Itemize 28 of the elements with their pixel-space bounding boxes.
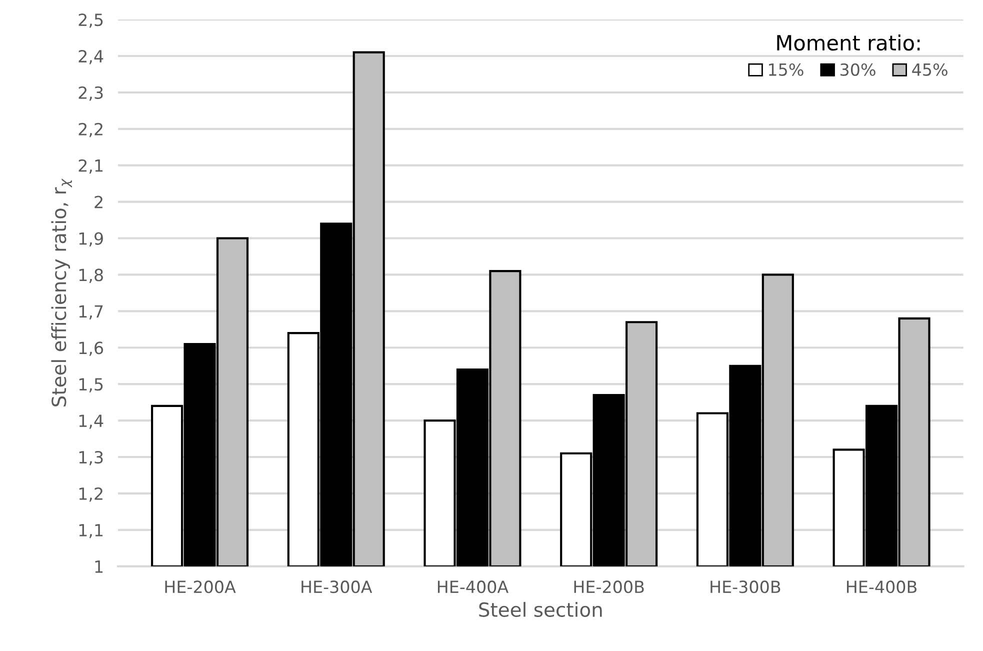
y-tick-label: 1,3: [79, 450, 103, 466]
y-tick-label: 1,9: [79, 232, 103, 247]
y-tick-label: 1,2: [79, 487, 102, 502]
x-tick-label: HE-300A: [302, 580, 372, 594]
x-tick-label: HE-400B: [847, 580, 917, 594]
y-tick-label: 2,4: [78, 50, 104, 64]
legend-label: 45%: [912, 63, 948, 76]
y-axis-title: Steel efficiency ratio, r$_{χ}$: [51, 178, 72, 406]
x-axis-title: Steel section: [479, 602, 602, 617]
y-tick-label: 1,8: [79, 268, 103, 283]
y-tick-label: 1,6: [79, 342, 104, 356]
x-tick-label: HE-200A: [165, 580, 236, 594]
y-tick-label: 1,7: [79, 305, 103, 320]
x-tick-label: HE-300B: [710, 580, 780, 594]
x-tick-label: HE-200B: [574, 580, 644, 594]
y-tick-label: 1,1: [79, 524, 103, 538]
y-tick-label: 2,5: [78, 13, 103, 28]
y-tick-label: 1,4: [79, 414, 104, 429]
legend-label: 30%: [840, 63, 876, 76]
legend-label: 15%: [769, 63, 804, 76]
y-tick-label: 1,5: [79, 378, 103, 392]
y-tick-label: 2,1: [78, 159, 103, 174]
y-tick-label: 2,3: [78, 86, 103, 101]
y-tick-label: 2,2: [78, 122, 102, 138]
y-tick-label: 2: [94, 196, 102, 208]
legend-title: Moment ratio:: [777, 34, 920, 51]
x-tick-label: HE-400A: [438, 580, 508, 594]
y-tick-label: 1: [95, 560, 103, 573]
